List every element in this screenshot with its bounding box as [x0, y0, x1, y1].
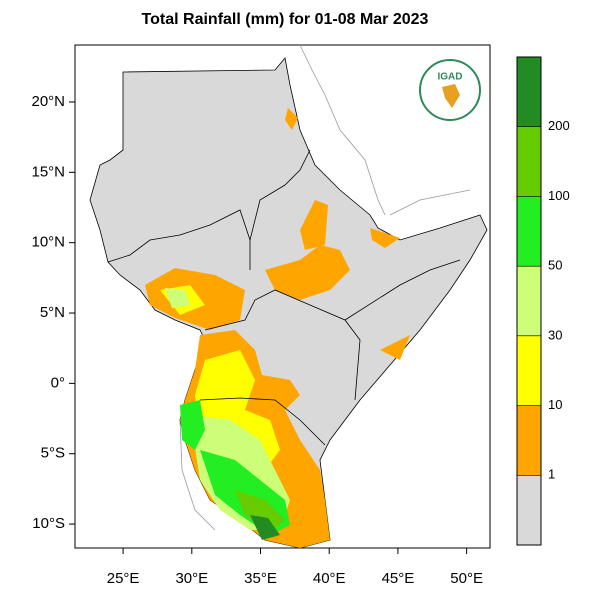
y-tick-label: 0° — [51, 374, 65, 391]
logo-emblem — [442, 84, 460, 108]
x-tick-label: 50°E — [450, 570, 483, 587]
colorbar-label: 100 — [548, 188, 570, 203]
country-border — [344, 259, 461, 321]
colorbar-label: 200 — [548, 118, 570, 133]
rain-100-200 — [235, 490, 285, 532]
y-tick-label: 15°N — [31, 163, 65, 180]
x-tick-label: 45°E — [382, 570, 415, 587]
colorbar-segment — [517, 405, 541, 476]
country-border — [249, 149, 311, 241]
colorbar-segment — [517, 475, 541, 545]
logo: IGAD — [419, 59, 481, 121]
country-border — [204, 289, 361, 401]
colorbar-segment — [517, 335, 541, 406]
y-tick-label: 5°N — [40, 304, 65, 321]
colorbar-frame — [516, 56, 542, 546]
colorbar-label: 30 — [548, 327, 562, 342]
colorbar-label: 1 — [548, 467, 555, 482]
x-tick-label: 40°E — [313, 570, 346, 587]
colorbar-segment — [517, 57, 541, 127]
neighbor-border — [179, 419, 216, 531]
y-tick-label: 10°N — [31, 234, 65, 251]
x-tick-label: 25°E — [107, 570, 140, 587]
colorbar-segment — [517, 196, 541, 267]
rain-200-plus — [250, 515, 280, 540]
neighbor-border — [389, 189, 471, 216]
colorbar-label: 10 — [548, 397, 562, 412]
colorbar-segment — [517, 266, 541, 336]
map-title: Total Rainfall (mm) for 01-08 Mar 2023 — [142, 11, 429, 28]
map-body — [89, 44, 488, 549]
x-tick-label: 30°E — [175, 570, 208, 587]
neighbor-border — [299, 44, 386, 216]
y-tick-label: 5°S — [41, 445, 65, 462]
y-tick-label: 20°N — [31, 93, 65, 110]
y-tick-label: 10°S — [32, 515, 65, 532]
x-tick-label: 35°E — [244, 570, 277, 587]
country-border — [199, 397, 326, 446]
logo-text: IGAD — [438, 72, 463, 83]
country-border — [107, 209, 251, 270]
colorbar-segment — [517, 126, 541, 197]
colorbar-label: 50 — [548, 258, 562, 273]
